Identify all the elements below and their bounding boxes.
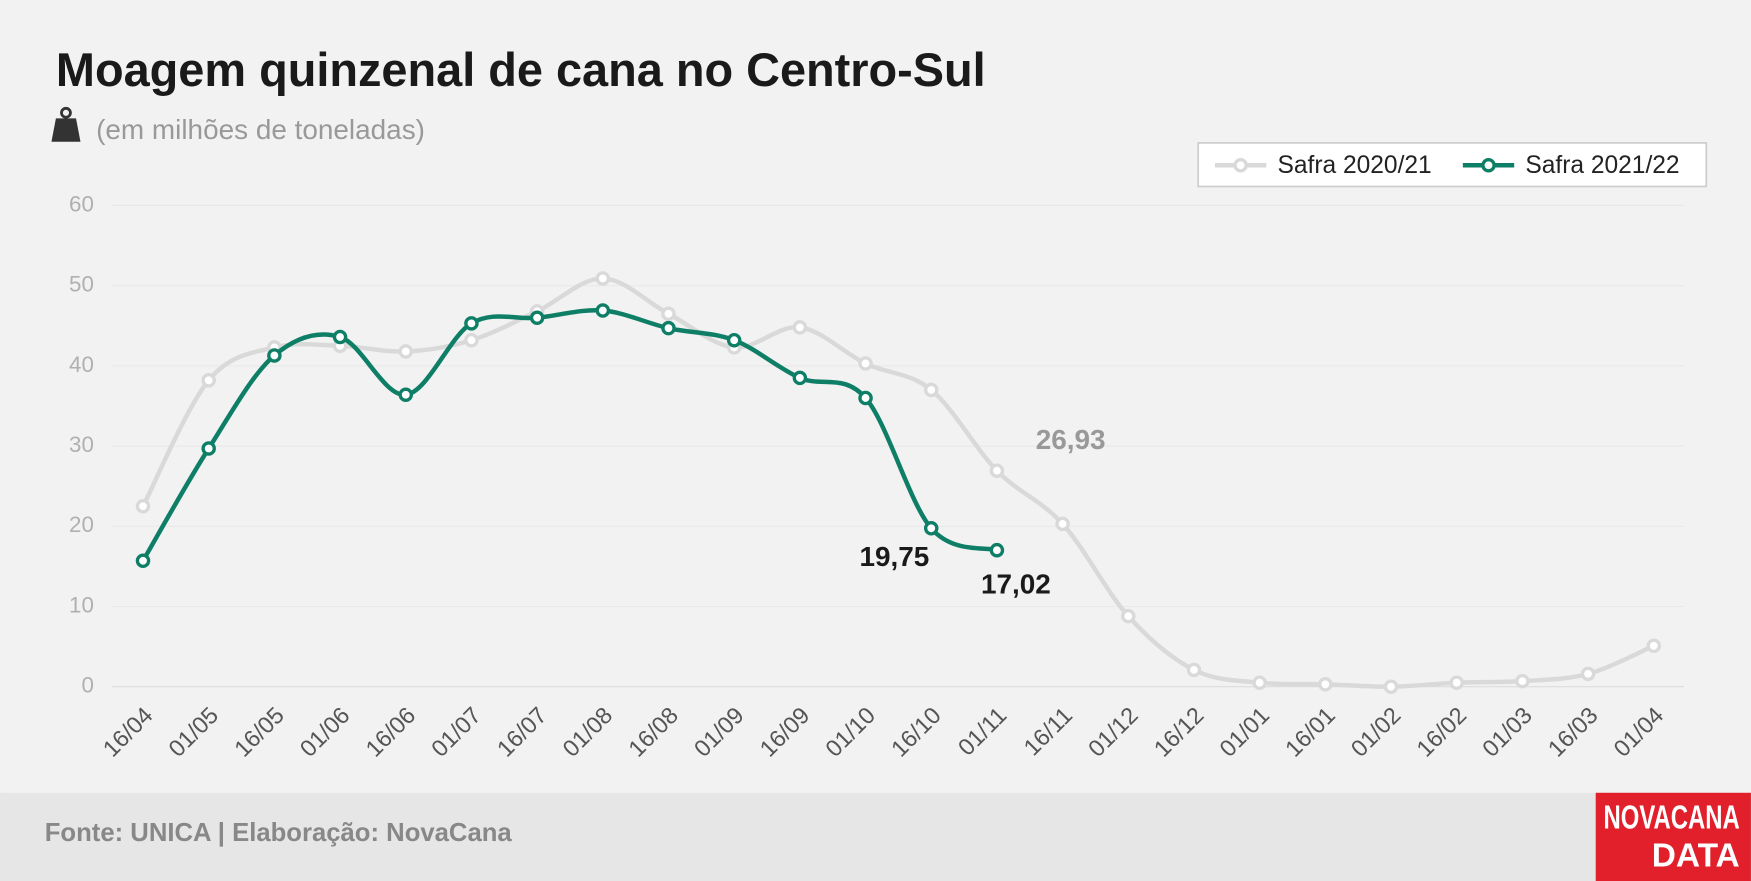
point <box>398 387 414 403</box>
point <box>595 303 611 318</box>
point <box>792 320 808 335</box>
legend-marker <box>1481 157 1496 173</box>
y-tick-label: 60 <box>69 191 94 216</box>
point <box>923 382 939 398</box>
point <box>529 310 545 326</box>
point <box>1055 516 1070 532</box>
value-label: 26,93 <box>1036 424 1106 455</box>
point <box>595 271 611 286</box>
legend-label: Safra 2021/22 <box>1525 152 1679 179</box>
y-tick-label: 40 <box>69 352 94 377</box>
point <box>792 370 808 386</box>
point <box>858 390 873 406</box>
y-tick-label: 0 <box>81 673 93 698</box>
point <box>135 498 151 514</box>
point <box>1646 638 1662 654</box>
value-label: 19,75 <box>859 541 929 572</box>
logo-text: NOVACANA <box>1604 799 1740 836</box>
weight-icon <box>51 106 81 142</box>
point <box>989 463 1005 478</box>
legend-box <box>1197 142 1708 188</box>
logo-box <box>1595 792 1751 881</box>
point <box>135 553 151 569</box>
point <box>989 542 1005 558</box>
point <box>726 332 742 348</box>
legend-label: Safra 2020/21 <box>1277 152 1431 179</box>
point <box>1383 679 1399 694</box>
point <box>1449 675 1464 690</box>
point <box>1186 662 1202 678</box>
point <box>267 348 282 363</box>
y-tick-label: 10 <box>69 592 94 617</box>
point <box>398 344 414 359</box>
point <box>661 306 676 321</box>
point <box>1515 673 1530 689</box>
chart-title: Moagem quinzenal de cana no Centro-Sul <box>56 44 986 96</box>
subtitle: (em milhões de toneladas) <box>96 114 425 145</box>
y-tick-label: 50 <box>69 272 94 297</box>
point <box>1252 675 1267 690</box>
value-label: 17,02 <box>981 568 1051 599</box>
point <box>332 329 348 345</box>
point <box>661 320 676 336</box>
point <box>923 521 939 536</box>
point <box>464 316 479 331</box>
point <box>858 356 873 371</box>
point <box>464 332 479 348</box>
legend-marker <box>1233 157 1248 173</box>
y-tick-label: 30 <box>69 432 94 457</box>
point <box>1318 677 1333 692</box>
logo-text: DATA <box>1652 837 1740 874</box>
point <box>1580 666 1596 682</box>
point <box>201 441 216 456</box>
point <box>1121 608 1136 624</box>
footer: Fonte: UNICA | Elaboração: NovaCana <box>45 819 513 847</box>
footer-bar <box>0 792 1751 881</box>
point <box>201 373 216 388</box>
y-tick-label: 20 <box>69 512 94 537</box>
